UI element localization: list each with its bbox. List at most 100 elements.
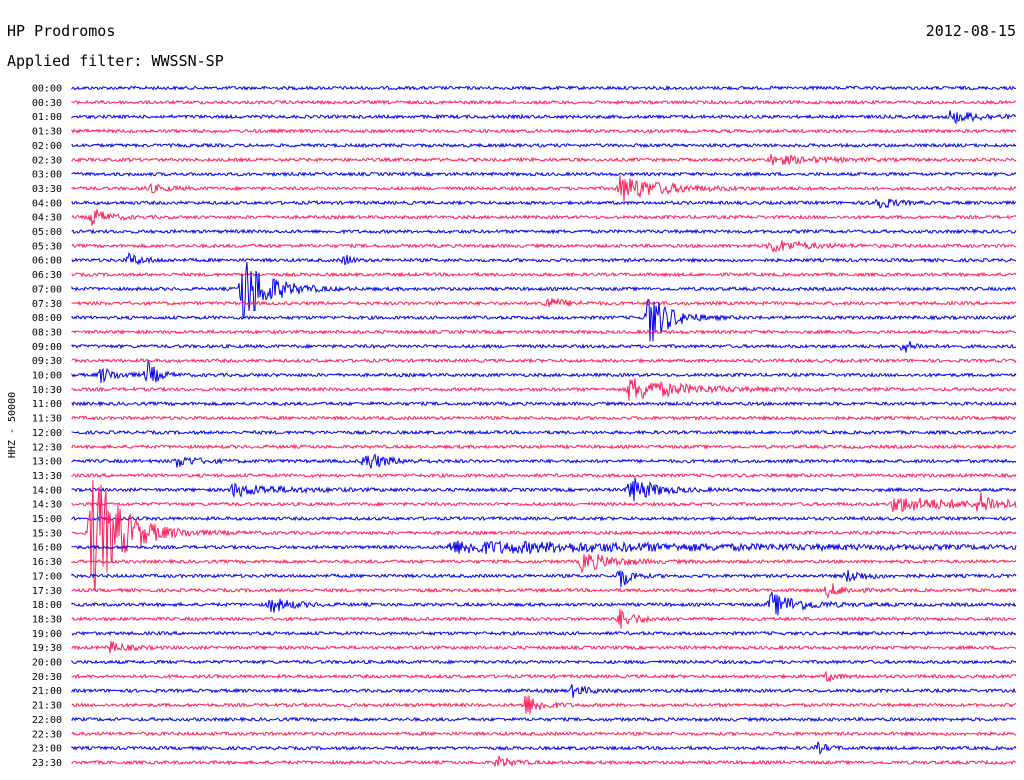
row-time-label: 02:30 [32, 155, 62, 166]
row-time-label: 20:30 [32, 672, 62, 683]
trace-line [71, 608, 1017, 629]
row-time-label: 12:00 [32, 428, 62, 439]
row-time-label: 22:00 [32, 715, 62, 726]
trace-line [71, 340, 1017, 353]
trace-line [71, 357, 1017, 364]
row-time-label: 10:00 [32, 371, 62, 382]
row-time-label: 09:00 [32, 342, 62, 353]
row-time-label: 17:30 [32, 586, 62, 597]
trace-line [71, 198, 1017, 209]
row-time-label: 01:30 [32, 127, 62, 138]
trace-line [71, 630, 1017, 637]
station-title: HP Prodromos [7, 22, 115, 40]
trace-line [71, 695, 1017, 715]
row-time-label: 13:30 [32, 471, 62, 482]
row-time-label: 18:30 [32, 614, 62, 625]
trace-line [71, 429, 1017, 436]
row-time-label: 05:00 [32, 227, 62, 238]
row-time-label: 02:00 [32, 141, 62, 152]
trace-line [71, 554, 1017, 574]
row-time-label: 17:00 [32, 571, 62, 582]
trace-line [71, 414, 1017, 422]
date-label: 2012-08-15 [926, 22, 1016, 40]
row-time-label: 03:30 [32, 184, 62, 195]
row-time-label: 06:00 [32, 256, 62, 267]
trace-line [71, 592, 1017, 616]
row-time-label: 07:00 [32, 284, 62, 295]
trace-line [71, 716, 1017, 723]
row-time-label: 14:00 [32, 485, 62, 496]
row-time-label: 23:30 [32, 758, 62, 769]
row-time-label: 15:30 [32, 528, 62, 539]
row-time-label: 22:30 [32, 729, 62, 740]
trace-line [71, 328, 1017, 335]
trace-line [71, 479, 1017, 592]
row-time-label: 16:30 [32, 557, 62, 568]
trace-line [71, 110, 1017, 125]
trace-line [71, 240, 1017, 254]
trace-line [71, 755, 1017, 767]
row-time-label: 21:00 [32, 686, 62, 697]
trace-line [71, 515, 1017, 522]
row-time-label: 00:30 [32, 98, 62, 109]
row-time-label: 15:00 [32, 514, 62, 525]
trace-group: 00:00 00:30 01:00 01:30 02:00 02:30 03:00 03:30… [32, 84, 1017, 769]
row-time-label: 12:30 [32, 442, 62, 453]
trace-line [71, 670, 1017, 682]
trace-line [71, 569, 1017, 588]
row-time-label: 09:30 [32, 356, 62, 367]
row-time-label: 00:00 [32, 84, 62, 95]
trace-line [71, 443, 1017, 450]
trace-line [71, 583, 1017, 598]
row-time-label: 23:00 [32, 744, 62, 755]
row-time-label: 08:30 [32, 327, 62, 338]
trace-line [71, 153, 1017, 166]
row-time-label: 03:00 [32, 170, 62, 181]
trace-line [71, 640, 1017, 654]
row-time-label: 08:00 [32, 313, 62, 324]
trace-line [71, 171, 1017, 178]
trace-line [71, 128, 1017, 135]
row-time-label: 04:00 [32, 198, 62, 209]
trace-line [71, 658, 1017, 666]
trace-line [71, 361, 1017, 383]
trace-line [71, 492, 1017, 513]
row-time-label: 01:00 [32, 112, 62, 123]
row-time-label: 05:30 [32, 241, 62, 252]
row-time-label: 21:30 [32, 701, 62, 712]
row-time-label: 19:00 [32, 629, 62, 640]
trace-line [71, 540, 1017, 555]
row-time-label: 20:00 [32, 658, 62, 669]
trace-line [71, 472, 1017, 479]
trace-line [71, 142, 1017, 149]
trace-line [71, 209, 1017, 226]
trace-line [71, 252, 1017, 266]
trace-line [71, 297, 1017, 307]
trace-line [71, 741, 1017, 755]
row-time-label: 19:30 [32, 643, 62, 654]
trace-line [71, 400, 1017, 407]
trace-line [71, 477, 1017, 502]
trace-line [71, 271, 1017, 278]
row-time-label: 14:30 [32, 500, 62, 511]
row-time-label: 11:30 [32, 414, 62, 425]
trace-line [71, 683, 1017, 698]
trace-line [71, 730, 1017, 737]
row-time-label: 11:00 [32, 399, 62, 410]
row-time-label: 13:00 [32, 457, 62, 468]
trace-line [71, 99, 1016, 106]
trace-line [71, 453, 1017, 469]
trace-line [71, 298, 1017, 342]
row-time-label: 10:30 [32, 385, 62, 396]
row-time-label: 18:00 [32, 600, 62, 611]
channel-label: HHZ - 50000 [7, 392, 18, 458]
filter-label: Applied filter: WWSSN-SP [7, 52, 224, 70]
trace-line [71, 175, 1017, 202]
trace-line [71, 378, 1017, 401]
trace-line [71, 262, 1017, 319]
trace-line [71, 84, 1017, 92]
row-time-label: 16:00 [32, 543, 62, 554]
row-time-label: 04:30 [32, 213, 62, 224]
row-time-label: 06:30 [32, 270, 62, 281]
